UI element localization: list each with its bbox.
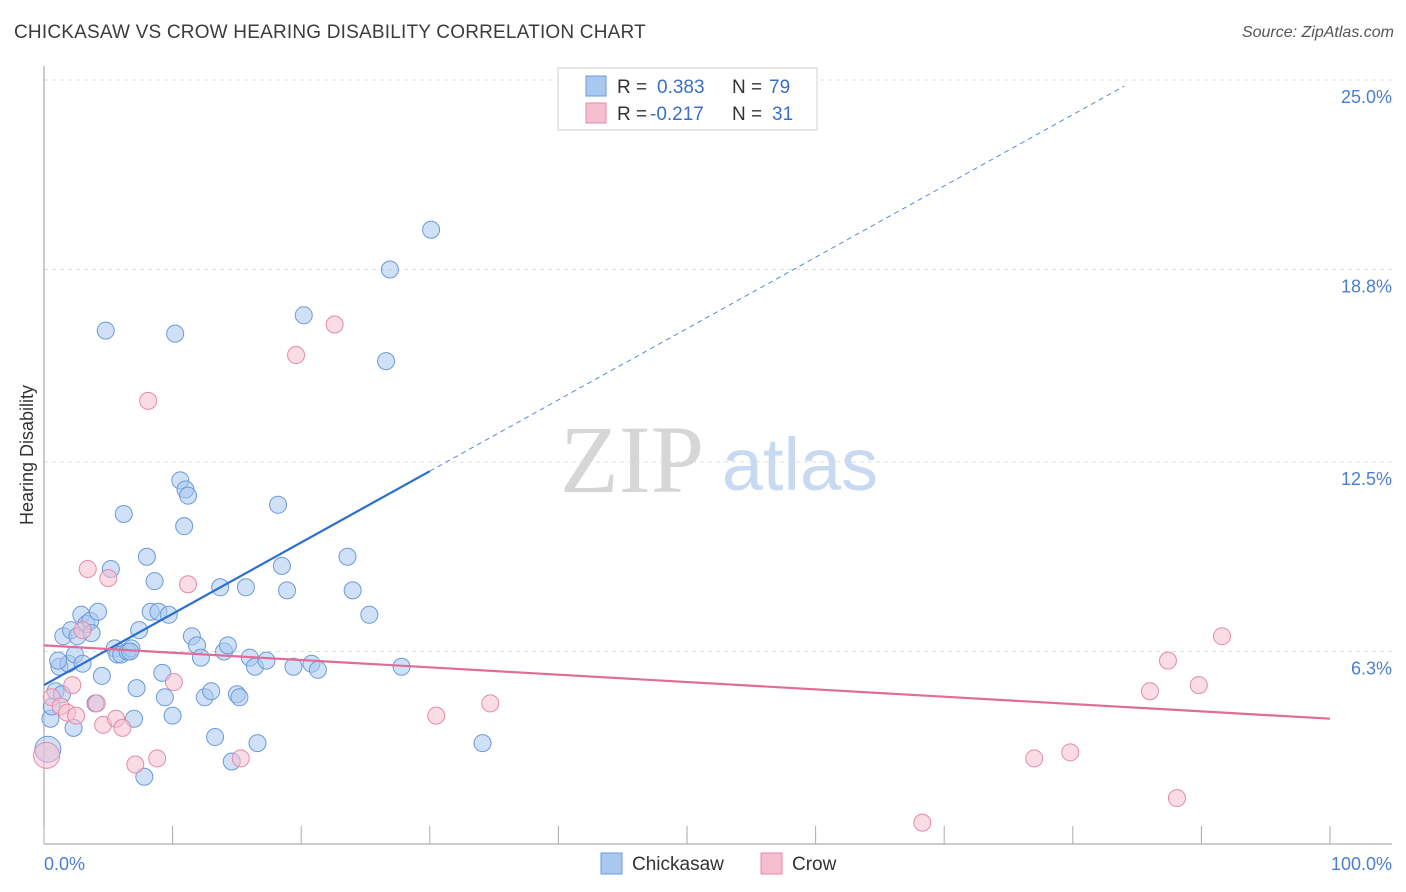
crow-point	[481, 694, 500, 713]
grid	[44, 79, 1392, 652]
watermark-zip: ZIP	[560, 406, 704, 513]
crow-point	[113, 718, 132, 737]
legend-r-label-1: R =	[617, 77, 647, 98]
chickasaw-point	[155, 688, 174, 707]
crow-point	[1212, 627, 1231, 646]
crow-point	[1158, 651, 1177, 670]
crow-point	[1140, 682, 1159, 701]
chickasaw-point	[145, 572, 164, 591]
legend-r-label-2: R =	[617, 104, 647, 125]
crow-point	[139, 391, 158, 410]
chickasaw-point	[343, 581, 362, 600]
chickasaw-point	[218, 636, 237, 655]
crow-point	[63, 676, 82, 695]
chickasaw-point	[230, 688, 249, 707]
crow-point	[87, 694, 106, 713]
chickasaw-point	[272, 556, 291, 575]
x-tick-label-min: 0.0%	[44, 854, 85, 874]
chickasaw-point	[135, 767, 154, 786]
legend-swatch-chickasaw	[585, 75, 607, 97]
axes	[43, 66, 1392, 845]
trend-lines	[43, 85, 1331, 720]
crow-point	[1025, 749, 1044, 768]
chickasaw-point	[377, 352, 396, 371]
crow-point	[325, 315, 344, 334]
chickasaw-point	[175, 517, 194, 536]
y-tick-labels: 6.3% 12.5% 18.8% 25.0%	[1341, 87, 1392, 678]
chickasaw-point	[96, 321, 115, 340]
bottom-legend-label-crow: Crow	[792, 854, 837, 875]
chickasaw-point	[114, 504, 133, 523]
chickasaw-point	[163, 706, 182, 725]
chickasaw-point	[308, 660, 327, 679]
crow-point	[231, 749, 250, 768]
chickasaw-point	[92, 666, 111, 685]
crow-point	[287, 346, 306, 365]
bottom-legend-label-chickasaw: Chickasaw	[632, 854, 724, 875]
crow-point	[179, 575, 198, 594]
crow-point	[73, 621, 92, 640]
watermark-atlas: atlas	[722, 423, 878, 506]
legend-swatch-crow	[585, 102, 607, 124]
y-tick-label: 25.0%	[1341, 87, 1392, 107]
chickasaw-point	[248, 734, 267, 753]
crow-point	[126, 755, 145, 774]
data-points	[33, 220, 1231, 832]
chickasaw-point	[49, 651, 68, 670]
legend-r-value-2: -0.217	[650, 104, 704, 125]
crow-point	[78, 559, 97, 578]
crow-point	[427, 706, 446, 725]
chickasaw-point	[284, 657, 303, 676]
y-tick-label: 12.5%	[1341, 469, 1392, 489]
crow-point	[1167, 789, 1186, 808]
chickasaw-point	[257, 651, 276, 670]
chickasaw-point	[360, 605, 379, 624]
chickasaw-point	[137, 547, 156, 566]
chickasaw-point	[278, 581, 297, 600]
chickasaw-point	[89, 602, 108, 621]
bottom-legend-swatch-crow	[760, 852, 783, 875]
chickasaw-point	[166, 324, 185, 343]
chickasaw-point	[422, 220, 441, 239]
legend-r-value-1: 0.383	[657, 77, 705, 98]
legend-n-label-2: N =	[732, 104, 762, 125]
y-tick-label: 18.8%	[1341, 276, 1392, 296]
y-tick-label: 6.3%	[1351, 658, 1392, 678]
crow-point	[1189, 676, 1208, 695]
chickasaw-point	[236, 578, 255, 597]
legend-n-value-2: 31	[772, 104, 793, 125]
y-axis-title: Hearing Disability	[17, 385, 37, 525]
legend-n-value-1: 79	[769, 77, 790, 98]
chickasaw-point	[179, 486, 198, 505]
chickasaw-point	[338, 547, 357, 566]
crow-point	[33, 741, 61, 769]
bottom-legend-swatch-chickasaw	[600, 852, 623, 875]
chickasaw-point	[202, 682, 221, 701]
chickasaw-point	[191, 648, 210, 667]
legend-n-label-1: N =	[732, 77, 762, 98]
crow-point	[1061, 743, 1080, 762]
chickasaw-point	[206, 728, 225, 747]
bottom-legend: Chickasaw Crow	[600, 852, 837, 875]
chart-title: CHICKASAW VS CROW HEARING DISABILITY COR…	[14, 22, 646, 43]
legend: R = 0.383 N = 79 R = -0.217 N = 31	[557, 67, 818, 131]
crow-trend-line	[43, 644, 1331, 720]
chickasaw-point	[269, 495, 288, 514]
x-ticks	[43, 826, 1331, 844]
crow-point	[148, 749, 167, 768]
chickasaw-point	[294, 306, 313, 325]
chickasaw-point	[127, 679, 146, 698]
x-tick-label-max: 100.0%	[1331, 854, 1392, 874]
crow-point	[99, 569, 118, 588]
chickasaw-point	[380, 260, 399, 279]
chickasaw-point	[473, 734, 492, 753]
crow-point	[164, 673, 183, 692]
crow-point	[67, 706, 86, 725]
crow-point	[913, 813, 932, 832]
chickasaw-trend-extension	[429, 85, 1125, 472]
chart-source: Source: ZipAtlas.com	[1241, 24, 1394, 41]
